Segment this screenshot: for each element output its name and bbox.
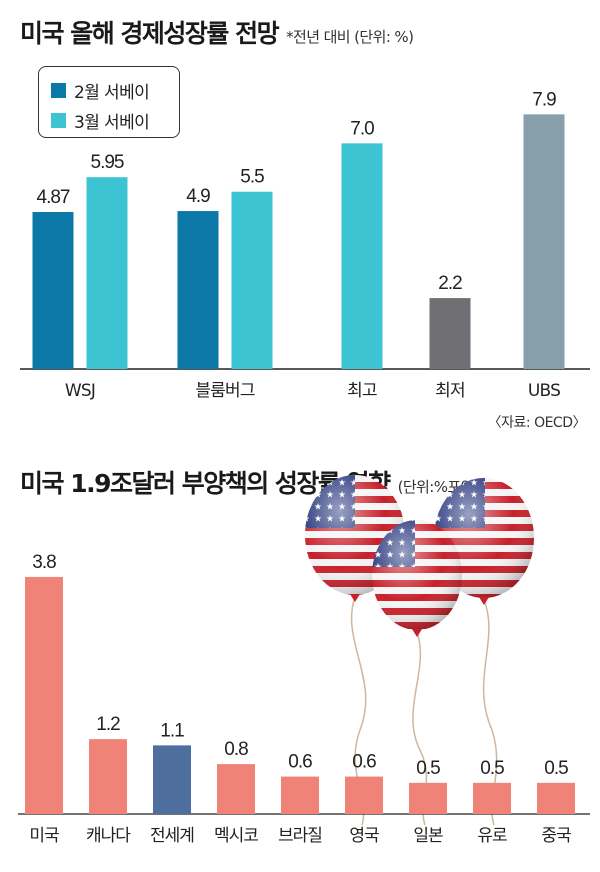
data-label: 4.9	[186, 186, 210, 207]
category-label: WSJ	[65, 381, 95, 401]
bar	[32, 212, 74, 369]
balloon-icon	[305, 475, 534, 826]
title-row: 미국 올해 경제성장률 전망 *전년 대비 (단위: %)	[20, 14, 414, 50]
data-label: 0.5	[480, 758, 504, 779]
category-label: 최고	[347, 381, 377, 401]
bar	[281, 776, 319, 814]
category-label: UBS	[528, 381, 560, 401]
bar	[217, 764, 255, 814]
data-label: 0.5	[416, 758, 440, 779]
category-label: 블룸버그	[195, 381, 255, 401]
data-label: 4.87	[37, 187, 70, 208]
growth-forecast-panel: 미국 올해 경제성장률 전망 *전년 대비 (단위: %) 4.87 5.95 WSJ…	[20, 14, 590, 431]
legend-item-mar: 3월 서베이	[51, 108, 150, 133]
bar	[409, 782, 447, 814]
chart-subtitle: *전년 대비 (단위: %)	[286, 28, 414, 46]
data-label: 1.1	[160, 720, 184, 741]
bar	[429, 298, 471, 369]
category-label: 미국	[29, 826, 59, 846]
category-label: 멕시코	[214, 826, 258, 846]
bar	[25, 576, 63, 814]
category-label: 브라질	[278, 826, 322, 846]
bar	[537, 782, 575, 814]
bar	[89, 739, 127, 814]
stimulus-effect-chart: ★	[18, 475, 590, 846]
category-label: 중국	[541, 826, 571, 846]
data-label: 0.5	[544, 758, 568, 779]
bar	[341, 143, 383, 369]
data-label: 5.5	[240, 167, 264, 188]
category-label: 전세계	[150, 826, 194, 846]
category-label: 최저	[435, 381, 465, 401]
chart-title: 미국 올해 경제성장률 전망	[20, 19, 280, 48]
bar	[231, 191, 273, 369]
bar	[153, 745, 191, 814]
data-label: 0.8	[224, 739, 248, 760]
bar	[345, 776, 383, 814]
data-label: 3.8	[32, 552, 56, 573]
legend-label-feb: 2월 서베이	[74, 83, 150, 103]
stimulus-effect-panel: 미국 1.9조달러 부양책의 성장률 영향(단위:%포인트) ★	[0, 440, 600, 872]
legend-swatch-mar	[51, 113, 66, 128]
legend: 2월 서베이 3월 서베이	[38, 66, 180, 138]
legend-label-mar: 3월 서베이	[74, 113, 150, 133]
category-label: 유로	[477, 826, 507, 846]
legend-item-feb: 2월 서베이	[51, 78, 150, 103]
data-label: 0.6	[352, 752, 376, 773]
data-label: 7.9	[532, 89, 556, 110]
data-label: 0.6	[288, 752, 312, 773]
data-label: 1.2	[96, 714, 120, 735]
category-label: 캐나다	[86, 826, 131, 846]
legend-swatch-feb	[51, 83, 66, 98]
data-label: 2.2	[438, 273, 462, 294]
category-label: 일본	[413, 826, 443, 846]
data-label: 7.0	[350, 118, 374, 139]
bar	[177, 211, 219, 369]
bar	[86, 177, 128, 369]
category-label: 영국	[349, 826, 379, 846]
bar	[473, 782, 511, 814]
bar	[523, 114, 565, 369]
source-note: 〈자료: OECD〉	[487, 415, 587, 431]
growth-forecast-chart: 4.87 5.95 WSJ 4.9 5.5 블룸버그 7.0 최고 2.2 최저 7.9 UBS	[20, 89, 590, 401]
data-label: 5.95	[91, 152, 124, 173]
